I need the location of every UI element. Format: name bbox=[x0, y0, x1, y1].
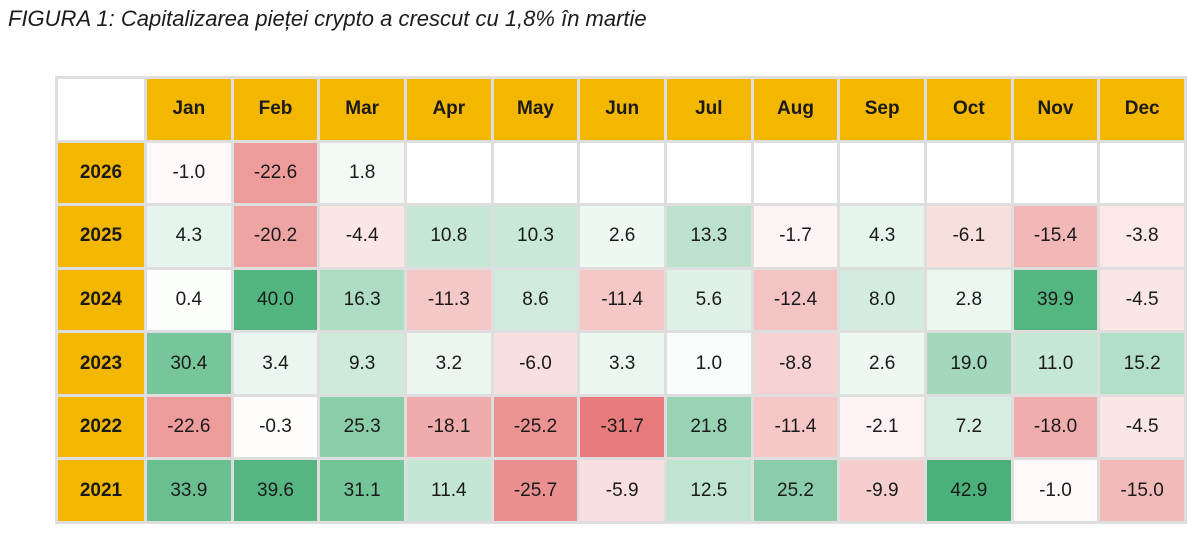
heatmap-cell-2024-nov: 39.9 bbox=[1013, 269, 1098, 331]
heatmap-cell-2022-sep: -2.1 bbox=[840, 396, 924, 458]
heatmap-cell-2024-may: 8.6 bbox=[493, 269, 578, 331]
heatmap-cell-2024-dec: -4.5 bbox=[1100, 269, 1184, 331]
heatmap-cell-2022-oct: 7.2 bbox=[926, 396, 1011, 458]
heatmap-cell-2023-mar: 9.3 bbox=[320, 333, 404, 394]
month-header-mar: Mar bbox=[320, 79, 404, 140]
heatmap-cell-2024-feb: 40.0 bbox=[233, 269, 318, 331]
heatmap-cell-2021-sep: -9.9 bbox=[840, 460, 924, 521]
heatmap-cell-2026-oct bbox=[926, 142, 1011, 204]
heatmap-cell-2021-jul: 12.5 bbox=[666, 460, 751, 521]
heatmap-table: Jan Feb Mar Apr May Jun Jul Aug Sep Oct Nov Dec 2026… bbox=[55, 76, 1187, 524]
corner-cell bbox=[58, 79, 144, 140]
heatmap-cell-2021-nov: -1.0 bbox=[1013, 460, 1098, 521]
heatmap-cell-2021-apr: 11.4 bbox=[406, 460, 491, 521]
heatmap-cell-2022-jan: -22.6 bbox=[147, 396, 231, 458]
month-header-may: May bbox=[493, 79, 578, 140]
heatmap-cell-2023-feb: 3.4 bbox=[233, 333, 318, 394]
heatmap-cell-2021-aug: 25.2 bbox=[753, 460, 838, 521]
month-header-sep: Sep bbox=[840, 79, 924, 140]
heatmap-cell-2022-dec: -4.5 bbox=[1100, 396, 1184, 458]
heatmap-cell-2022-apr: -18.1 bbox=[406, 396, 491, 458]
heatmap-cell-2023-aug: -8.8 bbox=[753, 333, 838, 394]
figure-title: FIGURA 1: Capitalizarea pieței crypto a … bbox=[8, 6, 647, 31]
month-header-oct: Oct bbox=[926, 79, 1011, 140]
heatmap-cell-2023-jan: 30.4 bbox=[147, 333, 231, 394]
heatmap-cell-2023-oct: 19.0 bbox=[926, 333, 1011, 394]
heatmap-cell-2023-jul: 1.0 bbox=[666, 333, 751, 394]
year-label-2021: 2021 bbox=[58, 460, 144, 521]
heatmap-cell-2025-sep: 4.3 bbox=[840, 206, 924, 267]
month-header-dec: Dec bbox=[1100, 79, 1184, 140]
heatmap-cell-2021-jan: 33.9 bbox=[147, 460, 231, 521]
month-header-apr: Apr bbox=[406, 79, 491, 140]
heatmap-cell-2021-may: -25.7 bbox=[493, 460, 578, 521]
heatmap-cell-2026-dec bbox=[1100, 142, 1184, 204]
heatmap-cell-2022-aug: -11.4 bbox=[753, 396, 838, 458]
heatmap-cell-2021-oct: 42.9 bbox=[926, 460, 1011, 521]
heatmap-cell-2025-may: 10.3 bbox=[493, 206, 578, 267]
heatmap-cell-2025-nov: -15.4 bbox=[1013, 206, 1098, 267]
heatmap-cell-2023-apr: 3.2 bbox=[406, 333, 491, 394]
heatmap-cell-2025-apr: 10.8 bbox=[406, 206, 491, 267]
heatmap-cell-2026-aug bbox=[753, 142, 838, 204]
heatmap-cell-2025-aug: -1.7 bbox=[753, 206, 838, 267]
heatmap-cell-2025-oct: -6.1 bbox=[926, 206, 1011, 267]
month-header-jun: Jun bbox=[580, 79, 664, 140]
month-header-feb: Feb bbox=[233, 79, 318, 140]
heatmap-cell-2026-feb: -22.6 bbox=[233, 142, 318, 204]
heatmap-cell-2023-jun: 3.3 bbox=[580, 333, 664, 394]
heatmap-cell-2021-mar: 31.1 bbox=[320, 460, 404, 521]
heatmap-cell-2021-feb: 39.6 bbox=[233, 460, 318, 521]
heatmap-cell-2023-sep: 2.6 bbox=[840, 333, 924, 394]
heatmap-cell-2026-may bbox=[493, 142, 578, 204]
heatmap-cell-2022-mar: 25.3 bbox=[320, 396, 404, 458]
heatmap-cell-2024-jan: 0.4 bbox=[147, 269, 231, 331]
heatmap-cell-2024-mar: 16.3 bbox=[320, 269, 404, 331]
heatmap-cell-2026-mar: 1.8 bbox=[320, 142, 404, 204]
month-header-jan: Jan bbox=[147, 79, 231, 140]
heatmap-cell-2024-oct: 2.8 bbox=[926, 269, 1011, 331]
heatmap-cell-2025-mar: -4.4 bbox=[320, 206, 404, 267]
heatmap-cell-2023-may: -6.0 bbox=[493, 333, 578, 394]
year-label-2024: 2024 bbox=[58, 269, 144, 331]
heatmap-cell-2021-dec: -15.0 bbox=[1100, 460, 1184, 521]
heatmap-cell-2024-sep: 8.0 bbox=[840, 269, 924, 331]
heatmap-cell-2022-nov: -18.0 bbox=[1013, 396, 1098, 458]
heatmap-cell-2025-jun: 2.6 bbox=[580, 206, 664, 267]
heatmap-cell-2024-apr: -11.3 bbox=[406, 269, 491, 331]
year-label-2022: 2022 bbox=[58, 396, 144, 458]
heatmap-cell-2026-jun bbox=[580, 142, 664, 204]
heatmap-cell-2025-jan: 4.3 bbox=[147, 206, 231, 267]
heatmap-cell-2024-jun: -11.4 bbox=[580, 269, 664, 331]
heatmap-cell-2023-nov: 11.0 bbox=[1013, 333, 1098, 394]
month-header-nov: Nov bbox=[1013, 79, 1098, 140]
heatmap-cell-2022-jun: -31.7 bbox=[580, 396, 664, 458]
heatmap-cell-2021-jun: -5.9 bbox=[580, 460, 664, 521]
year-label-2023: 2023 bbox=[58, 333, 144, 394]
heatmap-cell-2025-dec: -3.8 bbox=[1100, 206, 1184, 267]
heatmap-cell-2025-feb: -20.2 bbox=[233, 206, 318, 267]
heatmap-cell-2024-jul: 5.6 bbox=[666, 269, 751, 331]
heatmap-cell-2022-jul: 21.8 bbox=[666, 396, 751, 458]
heatmap-cell-2026-sep bbox=[840, 142, 924, 204]
heatmap-cell-2022-may: -25.2 bbox=[493, 396, 578, 458]
heatmap-cell-2024-aug: -12.4 bbox=[753, 269, 838, 331]
year-label-2025: 2025 bbox=[58, 206, 144, 267]
heatmap-cell-2025-jul: 13.3 bbox=[666, 206, 751, 267]
month-header-aug: Aug bbox=[753, 79, 838, 140]
year-label-2026: 2026 bbox=[58, 142, 144, 204]
heatmap-cell-2023-dec: 15.2 bbox=[1100, 333, 1184, 394]
heatmap-cell-2022-feb: -0.3 bbox=[233, 396, 318, 458]
heatmap-cell-2026-jan: -1.0 bbox=[147, 142, 231, 204]
heatmap-cell-2026-apr bbox=[406, 142, 491, 204]
heatmap-cell-2026-jul bbox=[666, 142, 751, 204]
heatmap-cell-2026-nov bbox=[1013, 142, 1098, 204]
month-header-jul: Jul bbox=[666, 79, 751, 140]
